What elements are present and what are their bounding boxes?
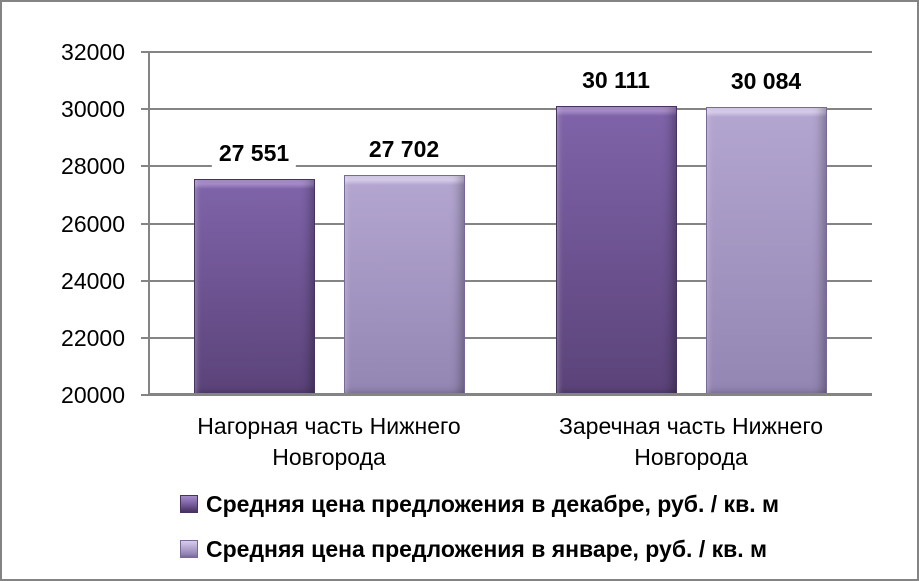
data-label-series2-cat1: 27 702 [361, 134, 447, 163]
y-tick-label: 30000 [61, 96, 125, 123]
data-label-series2-cat2: 30 084 [723, 66, 809, 95]
y-tick-label: 20000 [61, 382, 125, 408]
legend: Средняя цена предложения в декабре, руб.… [180, 491, 780, 562]
y-tick-label: 26000 [61, 210, 125, 237]
data-label-series1-cat1: 27 551 [211, 139, 297, 168]
legend-label-december: Средняя цена предложения в декабре, руб.… [206, 491, 780, 517]
gridline [148, 394, 872, 396]
y-tick-label: 24000 [61, 267, 125, 294]
y-axis-tick [141, 394, 150, 396]
category-label-zarechnaya: Заречная часть Нижнего Новгорода [558, 413, 824, 470]
legend-item-january: Средняя цена предложения в январе, руб. … [180, 536, 779, 562]
x-axis-line [148, 393, 872, 395]
legend-marker-december-icon [180, 495, 198, 513]
y-axis-tick [141, 222, 150, 225]
gridline [148, 222, 872, 225]
y-axis-tick [141, 165, 150, 168]
y-axis-labels: 20000 22000 24000 26000 28000 30000 32000 [2, 2, 125, 579]
y-axis-tick [141, 51, 150, 53]
gridline [148, 51, 872, 53]
legend-marker-january-icon [180, 540, 198, 558]
y-axis-tick [141, 279, 150, 282]
y-tick-label: 28000 [61, 153, 125, 180]
gridline [148, 336, 872, 339]
gridline [148, 108, 872, 111]
category-label-nagornaya: Нагорная часть Нижнего Новгорода [197, 413, 461, 470]
bar-series2-cat1 [343, 174, 465, 395]
bar-series2-cat2 [705, 106, 827, 395]
plot-area: 27 551 27 702 30 111 30 084 [141, 51, 872, 396]
gridline [148, 165, 872, 168]
legend-item-december: Средняя цена предложения в декабре, руб.… [180, 491, 780, 517]
legend-label-january: Средняя цена предложения в январе, руб. … [206, 536, 768, 562]
y-tick-label: 22000 [61, 324, 125, 351]
bar-series1-cat1 [193, 179, 315, 395]
bar-series1-cat2 [555, 105, 677, 395]
y-axis-tick [141, 336, 150, 339]
gridline [148, 279, 872, 282]
data-label-series1-cat2: 30 111 [575, 65, 657, 94]
y-axis-tick [141, 108, 150, 111]
y-tick-label: 32000 [61, 39, 125, 65]
